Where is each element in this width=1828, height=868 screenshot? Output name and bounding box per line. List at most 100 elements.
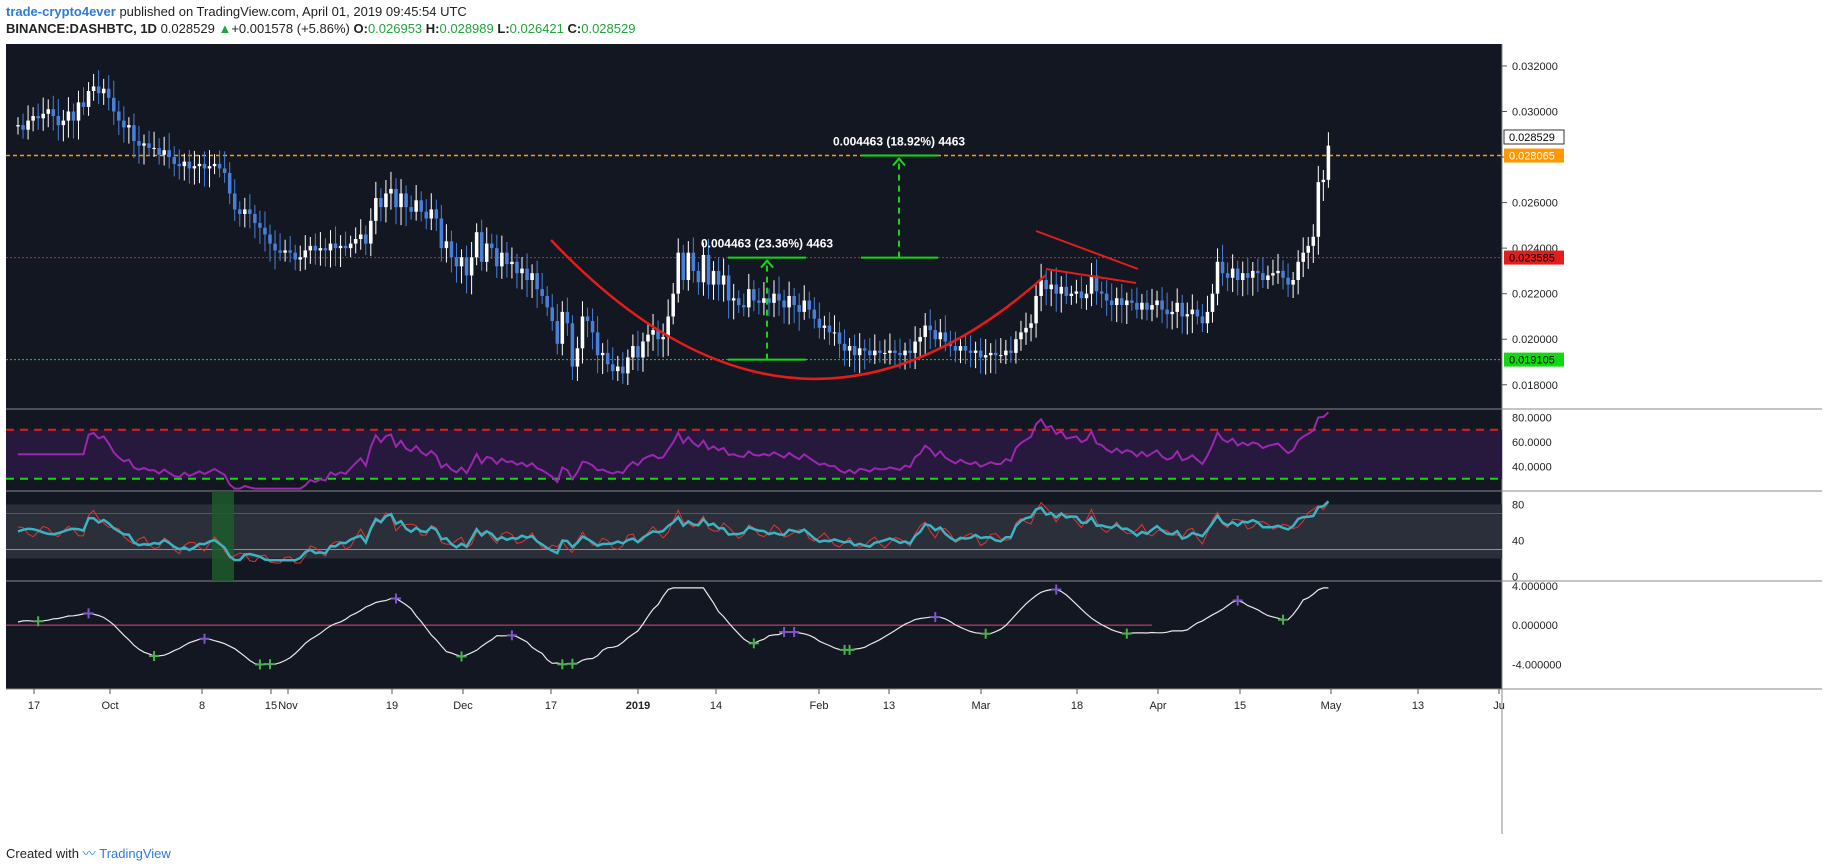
candle-body: [46, 109, 51, 114]
candle-body: [1170, 311, 1174, 315]
candle-body: [747, 289, 751, 308]
candle-body: [1084, 293, 1089, 299]
candle-body: [605, 352, 610, 365]
pennant-bottom: [1045, 268, 1137, 284]
candle-body: [333, 243, 338, 249]
candle-body: [182, 161, 187, 167]
candle-body: [1150, 305, 1154, 310]
candle-body: [837, 332, 842, 344]
candle-body: [822, 325, 827, 328]
candle-body: [1245, 273, 1250, 278]
candle-body: [419, 200, 423, 212]
candle-body: [631, 346, 635, 358]
candle-body: [172, 157, 177, 164]
candle-body: [661, 336, 665, 340]
author-name[interactable]: trade-crypto4ever: [6, 4, 116, 19]
candle-body: [1266, 275, 1270, 281]
candle-body: [1029, 323, 1033, 328]
candle-body: [787, 295, 791, 308]
chart-frame[interactable]: 0.0320000.0300000.0280000.0260000.024000…: [6, 44, 1822, 834]
candle-body: [621, 366, 625, 374]
candle-body: [893, 350, 897, 353]
candle-body: [1240, 273, 1245, 281]
candle-body: [938, 332, 943, 340]
candle-body: [237, 209, 242, 214]
candle-body: [117, 111, 121, 121]
candle-body: [122, 120, 126, 128]
candle-body: [177, 163, 182, 167]
candle-body: [1114, 298, 1119, 306]
candle-body: [1039, 280, 1043, 296]
candle-body: [560, 311, 565, 344]
candle-body: [26, 120, 30, 130]
time-tick-label: 17: [545, 700, 557, 712]
open-value: 0.026953: [367, 21, 423, 36]
candle-body: [883, 352, 887, 354]
candle-body: [721, 275, 726, 285]
candle-body: [202, 163, 207, 169]
candle-body: [162, 150, 166, 155]
time-tick-label: 13: [1412, 700, 1424, 712]
candle-body: [1291, 280, 1295, 285]
candle-body: [1054, 284, 1059, 294]
candle-body: [873, 350, 877, 356]
candle-body: [580, 316, 585, 349]
price-tick-label: 0.026000: [1512, 198, 1558, 210]
candle-body: [495, 248, 499, 267]
candle-body: [1125, 300, 1129, 306]
candle-body: [1326, 145, 1331, 180]
candle-body: [1321, 179, 1326, 183]
candle-body: [1099, 291, 1104, 294]
candle-body: [731, 298, 736, 301]
last-price-badge: [1503, 129, 1565, 145]
candle-body: [807, 300, 812, 310]
candle-body: [1074, 291, 1079, 294]
candle-body: [227, 172, 232, 194]
candle-body: [212, 163, 217, 167]
candle-body: [343, 245, 348, 249]
tradingview-link[interactable]: TradingView: [99, 846, 171, 861]
candle-body: [91, 86, 96, 91]
candle-body: [278, 250, 282, 253]
price-tick-label: 0.022000: [1512, 289, 1558, 301]
candle-body: [1230, 268, 1235, 278]
candle-body: [111, 97, 116, 112]
candle-body: [1069, 293, 1074, 296]
candle-body: [1256, 270, 1260, 274]
candle-body: [741, 305, 746, 308]
candle-body: [1004, 350, 1008, 356]
candle-body: [1024, 327, 1028, 333]
footer: Created with 〰 TradingView: [6, 843, 171, 862]
candle-body: [358, 234, 363, 240]
candle-body: [1301, 252, 1305, 262]
last-price-label: 0.028529: [1509, 132, 1555, 144]
price-change: +0.001578 (+5.86%): [231, 21, 350, 36]
candle-body: [666, 316, 670, 337]
candle-body: [923, 325, 927, 337]
candle-body: [207, 166, 212, 169]
candle-body: [575, 348, 580, 367]
osc-tick-label: -4.000000: [1512, 659, 1562, 671]
candle-body: [298, 257, 303, 260]
created-with-label: Created with: [6, 846, 79, 861]
price-tick-label: 0.030000: [1512, 106, 1558, 118]
candle-body: [66, 111, 71, 121]
time-tick-label: 8: [199, 700, 205, 712]
measure-1-label: 0.004463 (23.36%) 4463: [701, 237, 833, 251]
candle-body: [132, 125, 136, 142]
time-tick-label: 13: [883, 700, 895, 712]
candle-body: [1064, 286, 1069, 296]
candle-body: [308, 245, 313, 251]
chart-canvas[interactable]: 0.0320000.0300000.0280000.0260000.024000…: [6, 44, 1822, 834]
candle-body: [369, 220, 373, 244]
measure-1-arrowhead: [760, 259, 774, 269]
candle-body: [1311, 236, 1316, 246]
candle-body: [535, 273, 539, 290]
candle-body: [1089, 275, 1094, 294]
candle-body: [1271, 273, 1275, 276]
candle-body: [71, 111, 76, 121]
candle-body: [1009, 350, 1013, 353]
candle-body: [1225, 273, 1230, 278]
candle-body: [716, 270, 721, 285]
time-tick-label: Apr: [1149, 700, 1166, 712]
